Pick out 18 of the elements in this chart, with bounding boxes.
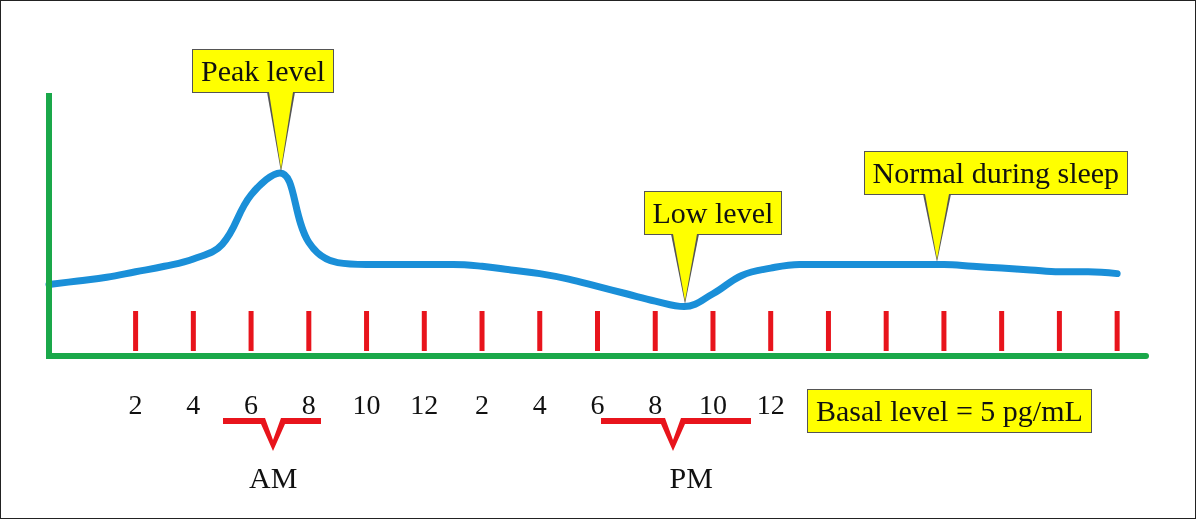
x-tick-label: 2	[475, 388, 490, 420]
annotation: Normal during sleep	[863, 151, 1129, 195]
text: Peak level	[192, 49, 335, 93]
text: PM	[669, 461, 713, 495]
text: Basal level = 5 pg/mL	[807, 389, 1092, 433]
x-tick-label: 8	[648, 388, 663, 420]
x-tick-label: 12	[756, 388, 785, 420]
x-tick-label: 12	[410, 388, 439, 420]
x-tick-label: 6	[244, 388, 259, 420]
x-tick-label: 10	[352, 388, 381, 420]
x-tick-label: 2	[128, 388, 143, 420]
x-tick-label: 10	[698, 388, 727, 420]
text: AM	[249, 461, 298, 495]
x-tick-label: 4	[532, 388, 547, 420]
annotation: Low level	[643, 191, 783, 235]
x-tick-label: 8	[301, 388, 316, 420]
x-tick-label: 6	[590, 388, 605, 420]
x-tick-label: 4	[186, 388, 201, 420]
